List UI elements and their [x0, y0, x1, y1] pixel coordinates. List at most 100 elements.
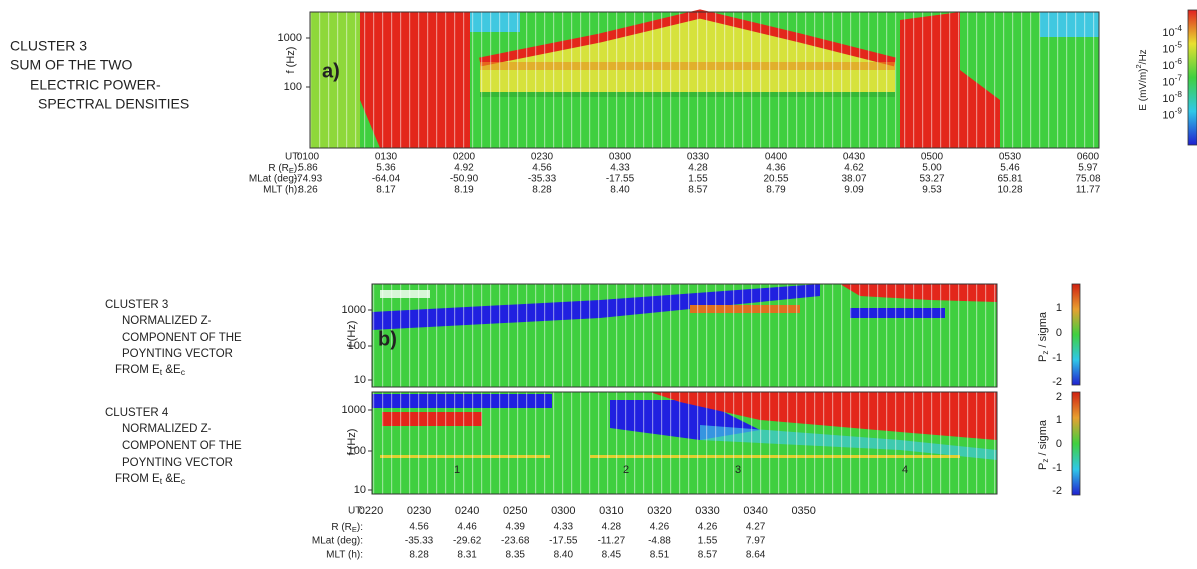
colorbar-tick-label-part: 10: [1162, 43, 1174, 55]
table-value: -50.90: [450, 174, 479, 185]
table-value: 9.53: [922, 185, 942, 196]
table-value: -64.04: [372, 174, 401, 185]
ut-value: 0330: [695, 505, 719, 517]
table-value: 8.57: [688, 185, 708, 196]
table-value: -17.55: [606, 174, 635, 185]
table-value: 5.00: [922, 163, 942, 174]
colorbar-tick-label: -2: [1052, 376, 1062, 388]
colorbar-tick-label: 1: [1056, 414, 1062, 426]
table-value: 4.92: [454, 163, 474, 174]
y-tick-label: 1000: [342, 404, 366, 416]
caption-line-sub: c: [181, 367, 186, 377]
row-label: UT:: [348, 506, 363, 517]
table-value: 4.62: [844, 163, 864, 174]
table-value: 4.36: [766, 163, 786, 174]
row-label-sub: E: [289, 166, 294, 175]
table-value: -17.55: [549, 536, 578, 547]
row-label: MLat (deg):: [249, 174, 300, 185]
caption-line: CLUSTER 3: [105, 299, 168, 311]
caption-line: COMPONENT OF THE: [122, 332, 242, 344]
ut-value: 0300: [609, 152, 632, 163]
ut-value: 0530: [999, 152, 1022, 163]
ut-value: 0230: [407, 505, 431, 517]
table-value: -11.27: [598, 536, 626, 547]
caption-line: SUM OF THE TWO: [10, 57, 132, 73]
colorbar-tick-label: -1: [1052, 462, 1062, 474]
spectrogram-b-top: [371, 283, 998, 388]
row-label: MLT (h):: [326, 550, 363, 561]
colorbar-tick-label-part: 10: [1162, 109, 1174, 121]
table-value: 5.36: [376, 163, 396, 174]
row-label: MLT (h):: [263, 185, 300, 196]
colorbar-label: Pz / sigma: [1037, 419, 1050, 470]
table-value: 20.55: [763, 174, 788, 185]
table-value: 4.28: [602, 522, 622, 533]
ut-value: 0320: [647, 505, 671, 517]
colorbar-tick-label: 10-9: [1162, 107, 1182, 122]
colorbar-tick-label-sup: -9: [1175, 107, 1183, 116]
colorbar-label-sub: z: [1041, 459, 1050, 463]
table-value: 8.79: [766, 185, 786, 196]
table-value: 4.26: [650, 522, 670, 533]
event-label: 4: [902, 464, 908, 476]
colorbar-label-sub: z: [1041, 351, 1050, 355]
row-label: MLat (deg):: [312, 536, 363, 547]
table-value: 4.28: [688, 163, 708, 174]
row-label-part: ):: [294, 163, 300, 174]
colorbar-tick-label: 0: [1056, 327, 1062, 339]
ut-value: 0100: [297, 152, 320, 163]
caption-line: FROM Et &Ec: [115, 473, 186, 486]
row-label: R (RE):: [268, 163, 300, 175]
ut-value: 0230: [531, 152, 554, 163]
colorbar-tick-label-sup: -4: [1175, 24, 1183, 33]
colorbar-b-top: [1071, 283, 1081, 386]
table-value: 4.56: [409, 522, 429, 533]
event-label: 1: [454, 464, 460, 476]
colorbar-tick-label: 10-4: [1162, 24, 1182, 39]
y-tick-label: 10: [354, 484, 366, 496]
colorbar-tick-label-sup: -8: [1175, 90, 1183, 99]
table-value: -23.68: [501, 536, 530, 547]
table-value: 8.45: [602, 550, 622, 561]
table-value: 8.26: [298, 185, 318, 196]
ut-value: 0310: [599, 505, 623, 517]
y-axis-label: f (Hz): [346, 321, 358, 348]
caption-line: CLUSTER 3: [10, 38, 87, 54]
table-value: 8.40: [554, 550, 574, 561]
colorbar-label-part: / sigma: [1037, 419, 1049, 458]
table-value: 4.33: [610, 163, 630, 174]
table-value: 8.31: [457, 550, 477, 561]
table-value: 8.19: [454, 185, 474, 196]
colorbar-label-part: / sigma: [1037, 311, 1049, 350]
table-value: 4.39: [505, 522, 525, 533]
table-value: 8.28: [532, 185, 552, 196]
colorbar-tick-label: 10-6: [1162, 57, 1182, 72]
y-tick-label: 100: [284, 81, 302, 93]
colorbar-tick-label: -2: [1052, 485, 1062, 497]
ut-value: 0240: [455, 505, 479, 517]
table-value: 4.33: [554, 522, 574, 533]
y-tick-label: 100: [348, 340, 366, 352]
table-value: 65.81: [997, 174, 1022, 185]
table-value: 5.86: [298, 163, 318, 174]
caption-line: POYNTING VECTOR: [122, 348, 233, 360]
table-value: 11.77: [1076, 185, 1101, 196]
caption-line-part: FROM E: [115, 364, 160, 376]
colorbar-tick-label: 10-8: [1162, 90, 1182, 105]
caption-line: SPECTRAL DENSITIES: [38, 96, 189, 112]
caption-line-part: &E: [162, 473, 181, 485]
caption-line: POYNTING VECTOR: [122, 457, 233, 469]
table-value: 4.26: [698, 522, 718, 533]
row-label-part: ):: [357, 522, 363, 533]
colorbar-tick-label: 0: [1056, 438, 1062, 450]
table-value: -35.33: [528, 174, 557, 185]
colorbar-tick-label-part: 10: [1162, 60, 1174, 72]
colorbar-label-sup: 2: [1134, 64, 1143, 68]
ut-value: 0600: [1077, 152, 1100, 163]
y-tick-label: 1000: [278, 32, 302, 44]
ut-value: 0220: [359, 505, 383, 517]
ut-value: 0200: [453, 152, 476, 163]
colorbar-tick-label: 10-7: [1162, 74, 1182, 89]
y-axis-label: f (Hz): [285, 47, 297, 74]
table-value: 4.27: [746, 522, 766, 533]
